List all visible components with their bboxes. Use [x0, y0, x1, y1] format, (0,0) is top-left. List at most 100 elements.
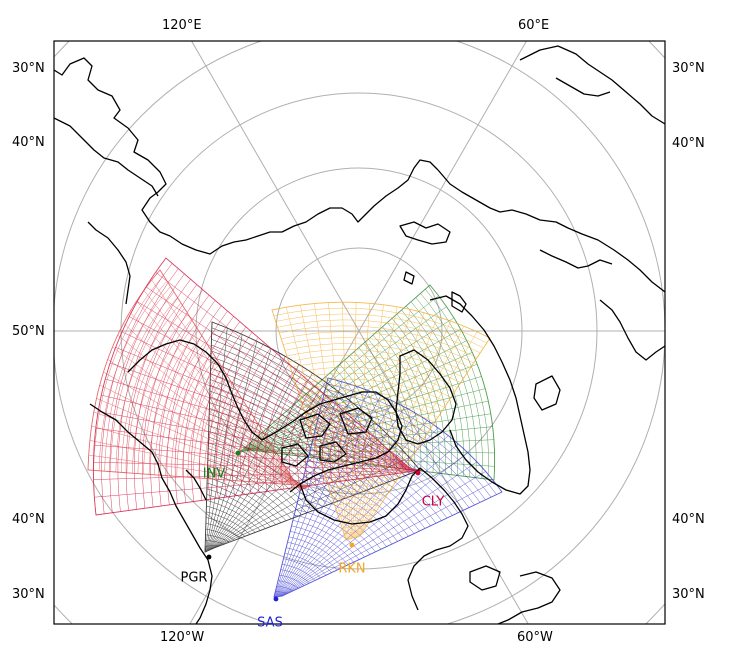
- fov-range-arc: [273, 307, 487, 344]
- fov-range-arc: [279, 574, 305, 586]
- coastlines: [54, 45, 665, 624]
- lon-label-top-2: 60°E: [518, 18, 550, 33]
- fov-range-arc: [226, 407, 248, 481]
- fov-range-arc: [240, 353, 277, 495]
- coast-japan-area: [54, 117, 159, 197]
- fov-range-arc: [338, 514, 374, 518]
- fov-range-arc: [115, 297, 178, 473]
- fov-range-arc: [134, 284, 198, 510]
- fov-range-arc: [121, 302, 182, 473]
- meridian-120e: [190, 41, 360, 332]
- fov-range-arc: [207, 332, 253, 500]
- coast-island-c: [281, 443, 309, 467]
- fov-range-arc: [191, 321, 241, 502]
- fov-range-arc: [281, 331, 474, 364]
- fov-range-arc: [215, 396, 241, 480]
- fov-range-arc: [258, 435, 275, 454]
- radar-label-cly: CLY: [421, 494, 445, 510]
- coast-novaya-zemlya: [451, 291, 467, 313]
- fov-range-arc: [207, 471, 287, 521]
- fov-range-arc: [215, 337, 259, 499]
- fov-range-arc: [312, 432, 419, 448]
- fov-range-arc: [325, 473, 396, 482]
- fov-range-arc: [268, 426, 287, 455]
- fov-range-arc: [93, 275, 164, 471]
- fov-range-arc: [150, 294, 210, 508]
- lat-label-left-2: 40°N: [12, 135, 45, 150]
- fov-range-arc: [253, 434, 266, 483]
- fov-range-arc: [277, 418, 300, 457]
- fov-range-arc: [284, 343, 468, 373]
- fov-range-arc: [211, 344, 400, 478]
- fov-range-arc: [292, 520, 360, 560]
- fov-range-arc: [284, 552, 327, 576]
- fov-range-arc: [323, 394, 486, 500]
- fov-outline: [271, 301, 491, 541]
- fov-range-arc: [277, 319, 481, 354]
- fov-fan-extra: [87, 269, 311, 491]
- fov-range-arc: [296, 378, 448, 403]
- fov-range-arc: [300, 487, 393, 545]
- fov-range-arc: [294, 514, 365, 558]
- fov-range-arc: [206, 500, 261, 531]
- fov-range-arc: [387, 322, 440, 474]
- fov-range-arc: [209, 390, 238, 479]
- fov-range-arc: [320, 455, 406, 467]
- fov-range-arc: [410, 301, 471, 478]
- coast-labrador: [407, 467, 469, 611]
- fov-range-arc: [264, 445, 273, 483]
- fov-range-arc: [321, 406, 339, 484]
- fov-range-arc: [93, 257, 167, 516]
- coast-alaska-north: [127, 339, 263, 441]
- fov-range-arc: [165, 346, 210, 476]
- fov-range-arc: [104, 286, 171, 472]
- fov-range-arc: [306, 465, 415, 534]
- lon-label-top-1: 120°E: [162, 18, 202, 33]
- fov-outline: [87, 269, 311, 491]
- coast-kuril: [185, 469, 207, 501]
- fov-range-arc: [276, 585, 294, 592]
- lat-label-left-3: 50°N: [12, 324, 45, 339]
- map-frame: [53, 40, 666, 625]
- fov-range-arc: [208, 431, 323, 508]
- lat-label-right-3: 40°N: [672, 512, 705, 527]
- fov-range-arc: [132, 313, 189, 474]
- fov-range-arc: [372, 334, 422, 472]
- fov-range-arc: [305, 408, 432, 428]
- fov-range-arc: [275, 313, 484, 349]
- fov-range-arc: [321, 461, 403, 472]
- fov-range-arc: [206, 488, 271, 527]
- fov-range-arc: [154, 335, 203, 475]
- fov-range-arc: [207, 477, 282, 523]
- fov-range-arc: [363, 343, 410, 470]
- fov-range-arc: [148, 330, 199, 475]
- fov-range-arc: [269, 451, 276, 484]
- fov-range-arc: [344, 530, 364, 535]
- fov-range-arc: [205, 540, 225, 545]
- longitude-gridlines: [54, 41, 665, 624]
- fov-range-arc: [297, 384, 445, 408]
- fov-range-arc: [283, 337, 471, 368]
- fov-range-arc: [174, 310, 228, 504]
- fov-range-arc: [340, 520, 370, 524]
- coast-island-b: [339, 407, 373, 435]
- lat-label-right-4: 30°N: [672, 587, 705, 602]
- radar-label-rkn: RKN: [338, 561, 366, 577]
- coast-siberia: [54, 57, 439, 255]
- lat-label-left-1: 30°N: [12, 61, 45, 76]
- fov-range-arc: [205, 534, 230, 543]
- fov-range-arc: [391, 318, 446, 475]
- fov-range-arc: [275, 591, 288, 594]
- fov-range-arc: [207, 465, 292, 519]
- fov-range-arc: [399, 459, 406, 473]
- coast-baffin: [395, 349, 457, 445]
- fov-range-arc: [187, 368, 224, 478]
- fov-range-arc: [206, 517, 246, 537]
- fov-range-arc: [314, 432, 448, 519]
- radar-label-sas: SAS: [257, 615, 283, 631]
- fov-range-arc: [291, 525, 354, 563]
- fov-range-arc: [319, 410, 470, 508]
- fov-range-arc: [109, 291, 175, 472]
- fov-range-arc: [308, 420, 426, 438]
